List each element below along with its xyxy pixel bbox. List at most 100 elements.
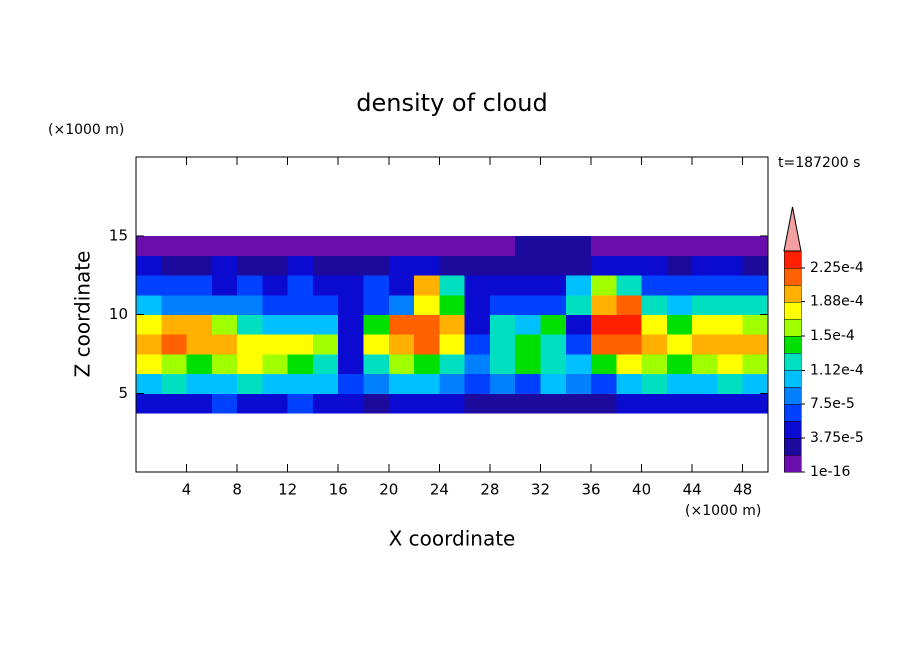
contour-cell (136, 294, 162, 315)
contour-cell (464, 353, 491, 375)
colorbar-tick-label: 1e-16 (810, 464, 850, 480)
contour-cell (287, 235, 314, 256)
contour-cell (540, 314, 567, 335)
contour-cell (666, 294, 693, 315)
contour-cell (717, 314, 744, 335)
contour-cell (692, 353, 718, 375)
contour-cell (414, 294, 440, 315)
contour-cell (161, 353, 188, 375)
x-unit: (×1000 m) (685, 503, 761, 519)
contour-cell (641, 235, 668, 256)
contour-cell (186, 334, 213, 355)
contour-cell (565, 314, 592, 335)
contour-cell (489, 314, 516, 335)
colorbar-extension (783, 206, 802, 252)
contour-cell (161, 314, 188, 335)
contour-cell (540, 294, 567, 315)
contour-cell (464, 393, 491, 414)
contour-cell (616, 393, 643, 414)
contour-cell (363, 353, 390, 375)
contour-cell (616, 334, 643, 355)
x-tick-label: 36 (581, 481, 600, 499)
contour-cell (338, 334, 365, 355)
contour-cell (515, 373, 541, 394)
contour-cell (641, 334, 668, 355)
contour-cell (641, 373, 668, 394)
contour-cell (464, 373, 491, 394)
contour-cell (186, 294, 213, 315)
colorbar-tick-label: 1.88e-4 (810, 294, 864, 310)
contour-cell (338, 235, 365, 256)
contour-cell (287, 334, 314, 355)
contour-cell (641, 255, 668, 276)
contour-cell (161, 255, 188, 276)
contour-cell (515, 353, 541, 375)
contour-cell (565, 353, 592, 375)
contour-cell (692, 235, 718, 256)
contour-cell (692, 255, 718, 276)
contour-cell (312, 255, 339, 276)
contour-cell (616, 314, 643, 335)
contour-cell (161, 334, 188, 355)
contour-cell (464, 334, 491, 355)
colorbar-band (783, 352, 802, 371)
contour-cell (262, 235, 289, 256)
contour-cell (388, 255, 415, 276)
contour-cell (515, 294, 541, 315)
contour-cell (237, 334, 263, 355)
contour-cell (312, 373, 339, 394)
colorbar-band (783, 301, 802, 320)
contour-cell (287, 255, 314, 276)
y-tick-label: 15 (109, 226, 128, 244)
contour-cell (363, 373, 390, 394)
contour-cell (338, 314, 365, 335)
contour-cell (211, 235, 238, 256)
contour-cell (439, 393, 466, 414)
contour-cell (565, 255, 592, 276)
contour-cell (742, 255, 769, 276)
contour-cell (641, 393, 668, 414)
x-tick-label: 12 (278, 481, 297, 499)
contour-cell (540, 353, 567, 375)
colorbar-band (783, 284, 802, 303)
contour-cell (136, 373, 162, 394)
contour-cell (414, 353, 440, 375)
contour-cell (717, 275, 744, 296)
y-tick-label: 5 (118, 384, 128, 402)
x-tick-label: 32 (531, 481, 550, 499)
contour-cell (591, 373, 617, 394)
contour-cell (211, 294, 238, 315)
contour-cell (136, 353, 162, 375)
contour-cell (312, 294, 339, 315)
contour-cell (338, 294, 365, 315)
contour-cell (136, 255, 162, 276)
contour-cell (287, 275, 314, 296)
contour-cell (136, 393, 162, 414)
contour-cell (161, 393, 188, 414)
contour-cell (641, 353, 668, 375)
contour-cell (439, 275, 466, 296)
contour-cell (136, 275, 162, 296)
contour-cell (414, 334, 440, 355)
contour-cell (515, 255, 541, 276)
contour-cell (262, 373, 289, 394)
contour-cell (388, 235, 415, 256)
contour-cell (211, 334, 238, 355)
contour-cell (439, 314, 466, 335)
contour-cell (616, 275, 643, 296)
y-unit: (×1000 m) (48, 122, 124, 138)
contour-cell (186, 373, 213, 394)
contour-cell (692, 294, 718, 315)
contour-cell (717, 353, 744, 375)
contour-cell (363, 255, 390, 276)
colorbar-tick-label: 2.25e-4 (810, 260, 864, 276)
x-tick-label: 8 (232, 481, 242, 499)
contour-cell (692, 334, 718, 355)
contour-cell (136, 235, 162, 256)
colorbar-band (783, 267, 802, 286)
contour-cell (237, 353, 263, 375)
contour-cell (186, 255, 213, 276)
contour-cell (388, 275, 415, 296)
contour-cell (742, 334, 769, 355)
colorbar-band (783, 335, 802, 354)
